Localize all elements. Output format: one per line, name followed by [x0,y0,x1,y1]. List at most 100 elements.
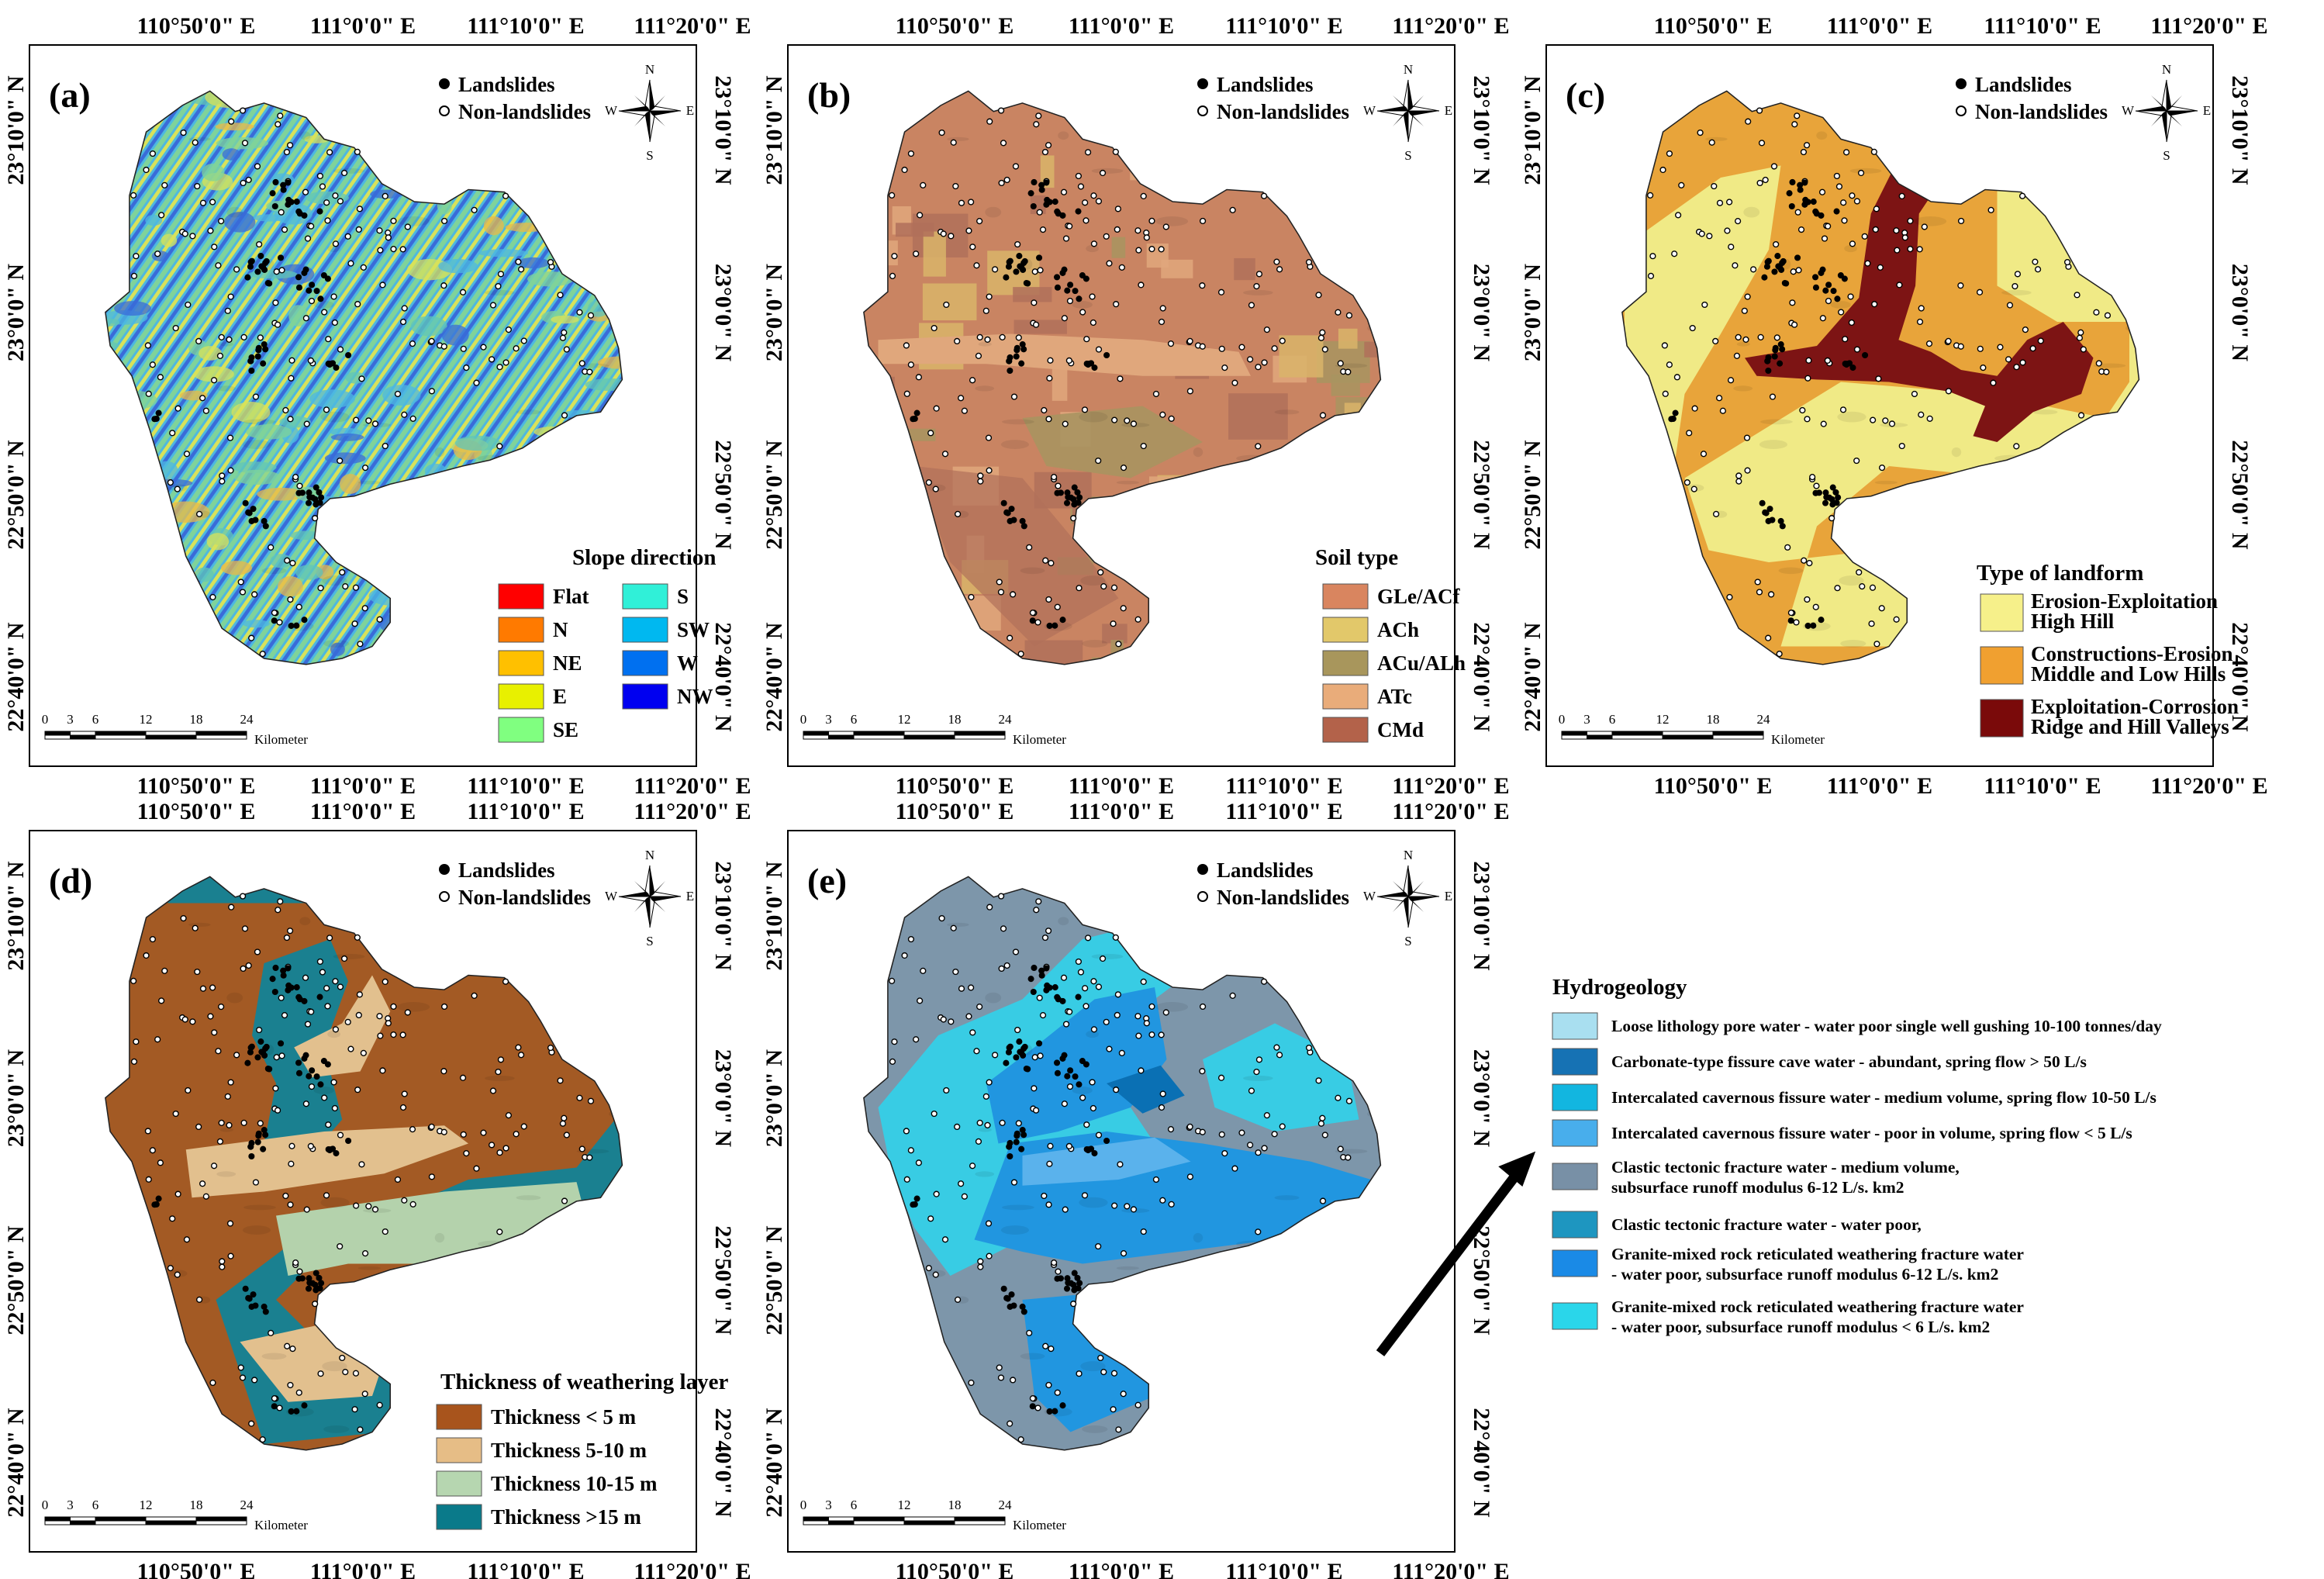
scale-tick-label: 18 [948,712,962,727]
landslide-point [1076,295,1083,302]
hillshade [322,1361,347,1372]
non-landslide-point [361,605,368,612]
soil-patch [1349,146,1381,188]
aspect-patch [205,91,257,109]
non-landslide-point [357,1426,364,1433]
non-landslide-point [984,336,991,343]
non-landslide-point [1735,472,1742,479]
non-landslide-point [1916,318,1924,326]
landslide-point [285,201,292,208]
non-landslide-point [1083,1003,1089,1010]
soil-patch [1234,257,1255,281]
non-landslide-point [1162,223,1169,230]
landslide-point [255,1130,262,1137]
scale-bar-segment [195,734,247,740]
scale-bar-segment [95,731,147,736]
landslide-point [252,1302,259,1309]
landslide-point [261,517,268,524]
non-landslide-point [239,589,247,596]
non-landslide-point [355,1011,362,1019]
landslide-point [1794,254,1801,261]
non-landslide-point [337,457,344,465]
hillshade [226,992,243,1004]
aspect-patch [371,538,424,554]
landslide-point [1103,351,1110,359]
non-landslide-point [224,1093,231,1100]
non-landslide-point [1062,235,1070,242]
non-landslide-point [143,952,150,959]
hillshade [1778,567,1804,575]
non-landslide-point [2103,368,2110,375]
landslide-point [1759,499,1766,506]
non-landslide-point [382,978,388,986]
non-landslide-point [1031,1085,1038,1092]
soil-patch [888,509,917,553]
non-landslide-point [1279,1123,1286,1130]
aspect-patch [141,664,157,665]
non-landslide-point [1804,416,1811,423]
non-landslide-point [227,293,234,300]
non-landslide-point [1758,140,1766,147]
scale-tick-label: 0 [42,1498,49,1512]
hillshade [322,575,347,586]
aspect-patch [514,561,551,579]
non-landslide-point [1797,226,1805,233]
hydrogeology-title: Hydrogeology [1552,975,1687,1000]
non-landslide-point [292,1259,299,1266]
landslide-point [1064,499,1071,506]
non-landslide-point [1659,166,1666,174]
landslide-point [1067,282,1074,289]
non-landslide-point [578,360,585,367]
non-landslide-point [1014,1026,1021,1034]
non-landslide-point [1117,375,1124,382]
non-landslide-point [520,337,527,344]
hillshade [832,656,855,665]
longitude-label-top: 111°0'0" E [310,13,416,39]
landslide-point [262,259,269,267]
non-landslide-point [240,965,247,973]
hillshade [2138,444,2139,452]
hillshade [1261,1453,1276,1459]
non-landslide-point [578,1145,585,1152]
aspect-patch [506,475,530,488]
latitude-label-left: 23°0'0" N [761,264,787,361]
aspect-patch [309,389,355,409]
non-landslide-point [954,337,961,345]
non-landslide-point [1066,223,1073,230]
hillshade [1000,1225,1030,1235]
hydrogeology-swatch [1552,1302,1598,1330]
non-landslide-point [1757,333,1764,340]
hillshade [481,909,495,915]
non-landslide-point [1848,319,1855,327]
landslide-point [262,1132,269,1138]
soil-patch [1091,657,1152,665]
compass-n-label: N [645,62,654,77]
non-landslide-point [1800,148,1808,156]
scale-unit-label: Kilometer [254,732,308,747]
aspect-patch [329,91,371,106]
landslide-point [1054,489,1061,496]
landslide-point [1826,494,1833,501]
non-landslide-point [2076,334,2084,341]
non-landslide-point [283,148,291,156]
non-landslide-point [288,357,295,364]
non-landslide-point [1789,299,1796,306]
non-landslide-point [409,340,416,347]
non-landslide-point [1921,223,1928,230]
hillshade [195,672,209,677]
hillshade [863,613,876,620]
hillshade [434,447,445,458]
landslide-point [250,1291,257,1298]
landslide-point [1013,1054,1020,1061]
landslide-point [1051,199,1058,206]
non-landslide-point [216,1138,224,1145]
landslide-point [1783,280,1790,287]
latitude-label-right: 22°40'0" N [2227,622,2253,731]
non-landslide-point [181,230,188,237]
non-landslide-point [218,1003,225,1011]
aspect-patch [586,144,623,157]
non-landslide-point [1317,1120,1325,1127]
non-landslide-point [1878,465,1886,472]
hillshade [1849,168,1882,174]
scale-unit-label: Kilometer [1771,732,1825,747]
